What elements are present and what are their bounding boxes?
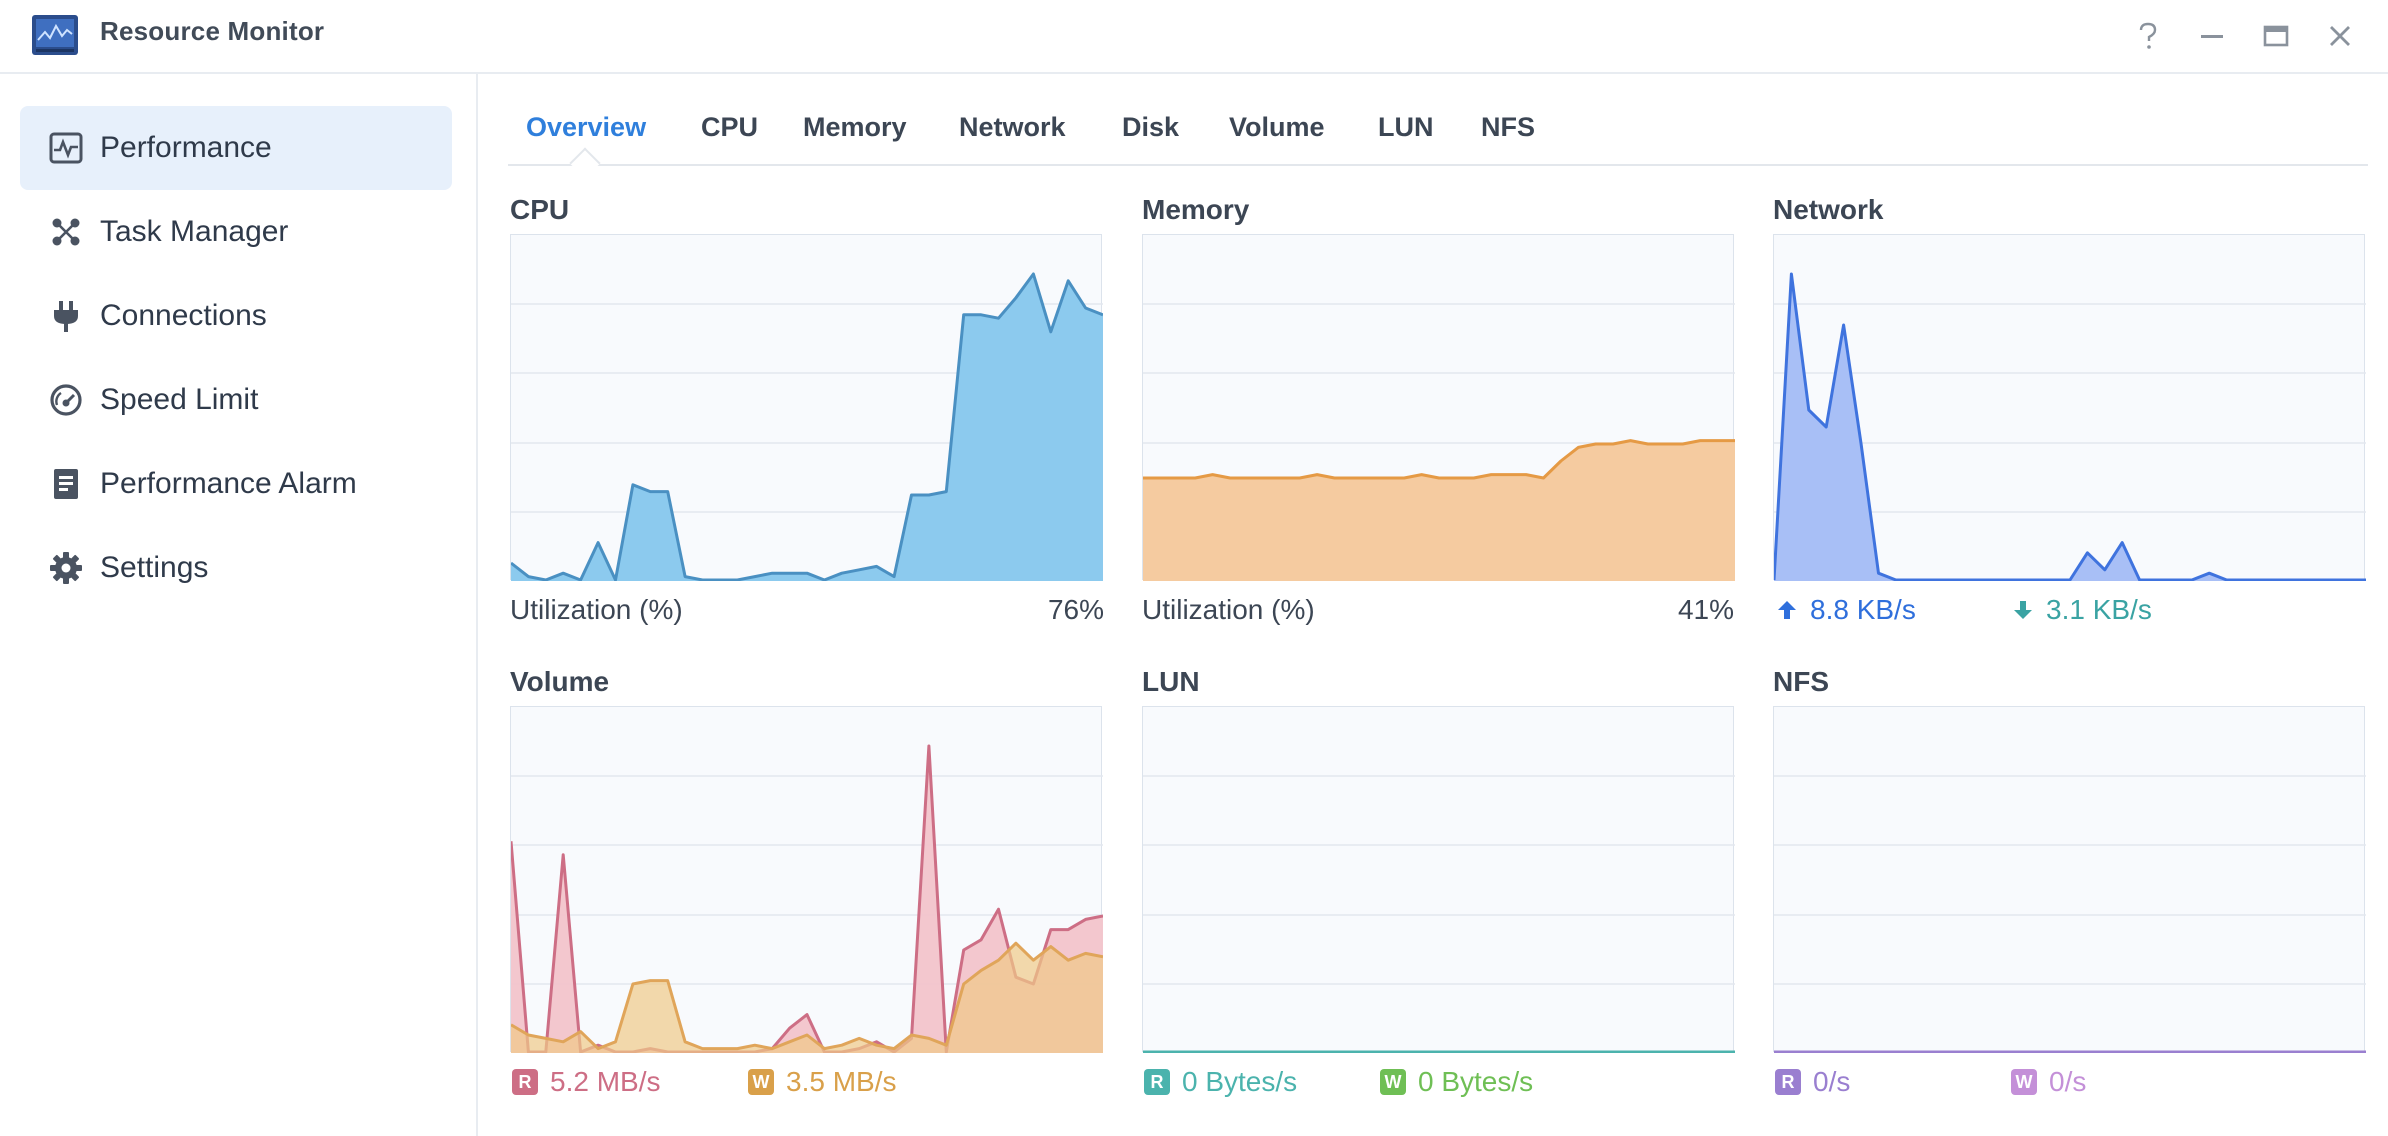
sidebar-item-label: Performance Alarm (100, 467, 357, 500)
series-line-1 (511, 941, 1103, 1051)
sidebar-item-connections[interactable]: Connections (20, 274, 452, 358)
chart-svg (1774, 272, 2366, 581)
volume-read-legend: R 5.2 MB/s (512, 1066, 660, 1098)
sidebar-item-label: Task Manager (100, 215, 289, 248)
sidebar: Performance Task Manager Connections Spe… (0, 74, 478, 1136)
write-badge-icon: W (1380, 1069, 1406, 1095)
tab-volume[interactable]: Volume (1229, 112, 1325, 142)
chart-svg (1143, 303, 1735, 581)
nfs-read-value: 0/s (1813, 1066, 1851, 1097)
sidebar-item-speed-limit[interactable]: Speed Limit (20, 358, 452, 442)
speedometer-icon (48, 382, 84, 418)
chart-svg (1774, 775, 2366, 1053)
write-badge-icon: W (2011, 1069, 2037, 1095)
nfs-read-legend: R 0/s (1775, 1066, 1850, 1098)
volume-write-legend: W 3.5 MB/s (748, 1066, 896, 1098)
tab-nfs[interactable]: NFS (1481, 112, 1535, 142)
minimize-icon[interactable] (2192, 16, 2232, 56)
title-bar: Resource Monitor (0, 0, 2388, 74)
lun-write-legend: W 0 Bytes/s (1380, 1066, 1533, 1098)
volume-write-value: 3.5 MB/s (786, 1066, 897, 1097)
maximize-icon[interactable] (2256, 16, 2296, 56)
nfs-write-legend: W 0/s (2011, 1066, 2086, 1098)
volume-read-value: 5.2 MB/s (550, 1066, 661, 1097)
volume-chart (510, 706, 1103, 1053)
tab-overview[interactable]: Overview (526, 112, 647, 142)
read-badge-icon: R (1775, 1069, 1801, 1095)
series-line-0 (1143, 439, 1735, 480)
tab-disk[interactable]: Disk (1122, 112, 1180, 142)
series-area-1 (511, 943, 1103, 1053)
lun-write-value: 0 Bytes/s (1418, 1066, 1534, 1097)
chart-svg (511, 272, 1103, 581)
write-badge-icon: W (748, 1069, 774, 1095)
volume-panel-title: Volume (510, 666, 610, 697)
cpu-utilization-label: Utilization (%) (510, 594, 683, 625)
sidebar-item-label: Speed Limit (100, 383, 259, 416)
network-upload-value: 8.8 KB/s (1810, 594, 1916, 625)
network-upload-legend: 8.8 KB/s (1776, 594, 1916, 626)
sidebar-item-settings[interactable]: Settings (20, 526, 452, 610)
network-download-legend: 3.1 KB/s (2012, 594, 2152, 626)
series-area-0 (511, 274, 1103, 581)
series-area-0 (1143, 440, 1735, 581)
series-area-0 (1774, 274, 2366, 581)
tab-bar (508, 90, 2368, 166)
sidebar-item-label: Performance (100, 131, 272, 164)
download-arrow-icon (2012, 599, 2034, 621)
app-title: Resource Monitor (100, 16, 325, 46)
cpu-chart (510, 234, 1103, 581)
gear-icon (48, 550, 84, 586)
series-line-0 (1774, 272, 2366, 581)
alarm-log-icon (48, 466, 84, 502)
cpu-utilization-value: 76% (1047, 594, 1104, 625)
nfs-chart (1773, 706, 2366, 1053)
lun-chart (1142, 706, 1735, 1053)
network-chart (1773, 234, 2366, 581)
read-badge-icon: R (1144, 1069, 1170, 1095)
memory-chart (1142, 234, 1735, 581)
tab-cpu[interactable]: CPU (701, 112, 759, 142)
network-panel-title: Network (1773, 194, 1884, 225)
resource-monitor-app-icon (31, 14, 79, 56)
upload-arrow-icon (1776, 599, 1798, 621)
lun-read-value: 0 Bytes/s (1182, 1066, 1298, 1097)
nfs-panel-title: NFS (1773, 666, 1829, 697)
series-line-0 (511, 272, 1103, 581)
tab-network[interactable]: Network (959, 112, 1066, 142)
memory-utilization-label: Utilization (%) (1142, 594, 1315, 625)
lun-read-legend: R 0 Bytes/s (1144, 1066, 1297, 1098)
sidebar-item-task-manager[interactable]: Task Manager (20, 190, 452, 274)
close-icon[interactable] (2320, 16, 2360, 56)
help-icon[interactable] (2128, 16, 2168, 56)
tab-memory[interactable]: Memory (803, 112, 907, 142)
memory-utilization-value: 41% (1677, 594, 1734, 625)
nfs-write-value: 0/s (2049, 1066, 2087, 1097)
memory-panel-title: Memory (1142, 194, 1250, 225)
chart-svg (511, 744, 1103, 1053)
cpu-panel-title: CPU (510, 194, 570, 225)
lun-panel-title: LUN (1142, 666, 1200, 697)
chart-svg (1143, 775, 1735, 1053)
sidebar-item-label: Settings (100, 551, 209, 584)
network-download-value: 3.1 KB/s (2046, 594, 2152, 625)
sidebar-item-performance-alarm[interactable]: Performance Alarm (20, 442, 452, 526)
sidebar-item-performance[interactable]: Performance (20, 106, 452, 190)
tab-lun[interactable]: LUN (1378, 112, 1434, 142)
task-manager-icon (48, 214, 84, 250)
plug-icon (48, 298, 84, 334)
read-badge-icon: R (512, 1069, 538, 1095)
performance-icon (48, 130, 84, 166)
sidebar-item-label: Connections (100, 299, 267, 332)
